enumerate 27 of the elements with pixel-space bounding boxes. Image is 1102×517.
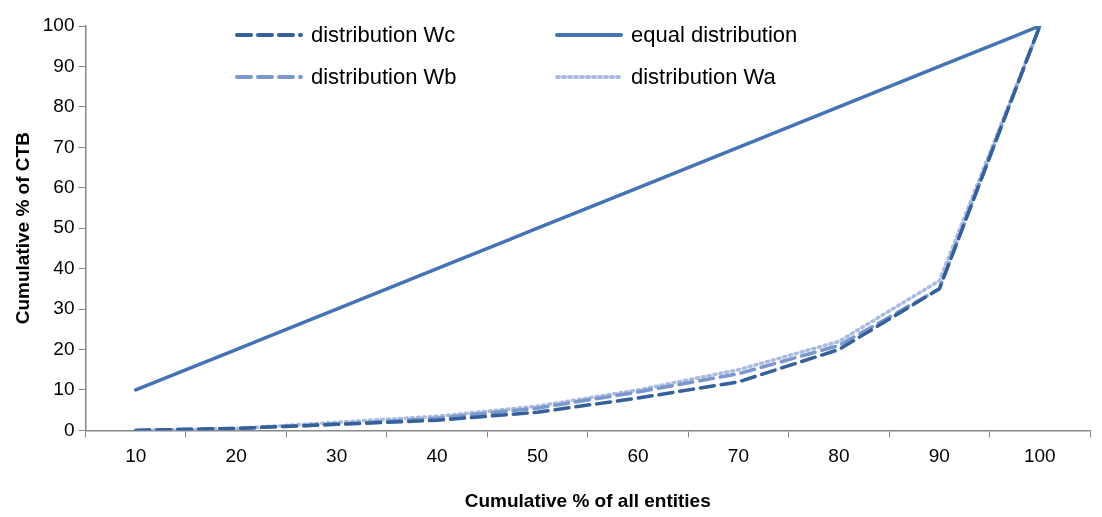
x-tick-label: 30 <box>326 445 348 467</box>
x-tick-label: 60 <box>627 445 649 467</box>
y-tick-label: 80 <box>53 95 75 117</box>
y-tick-label: 50 <box>53 216 75 238</box>
y-tick-label: 70 <box>53 135 75 157</box>
x-tick-label: 100 <box>1023 445 1056 467</box>
y-tick-label: 60 <box>53 175 75 197</box>
y-tick-label: 10 <box>53 378 75 400</box>
x-tick-label: 80 <box>828 445 850 467</box>
y-tick-label: 20 <box>53 337 75 359</box>
y-tick-label: 40 <box>53 256 75 278</box>
legend-label: distribution Wa <box>631 64 776 90</box>
x-axis-title: Cumulative % of all entities <box>464 489 711 511</box>
y-tick-label: 0 <box>63 418 75 440</box>
x-tick-label: 10 <box>125 445 147 467</box>
legend-label: equal distribution <box>631 22 798 48</box>
legend-label: distribution Wb <box>311 64 457 90</box>
y-tick-label: 90 <box>53 54 75 76</box>
x-tick-label: 50 <box>526 445 549 467</box>
x-tick-label: 40 <box>426 445 448 467</box>
y-tick-label: 100 <box>42 14 75 36</box>
x-tick-label: 90 <box>928 445 950 467</box>
x-tick-label: 20 <box>225 445 247 467</box>
x-tick-label: 70 <box>727 445 749 467</box>
y-axis-title: Cumulative % of CTB <box>11 132 33 325</box>
y-tick-label: 30 <box>53 297 75 319</box>
legend-label: distribution Wc <box>311 22 456 48</box>
